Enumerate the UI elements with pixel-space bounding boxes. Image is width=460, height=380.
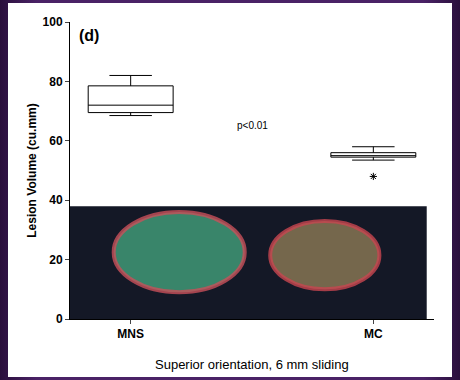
svg-text:p<0.01: p<0.01 xyxy=(237,120,268,131)
svg-text:(d): (d) xyxy=(79,27,99,44)
svg-text:Superior orientation, 6 mm sli: Superior orientation, 6 mm sliding xyxy=(155,357,349,372)
svg-text:40: 40 xyxy=(49,193,63,207)
svg-text:60: 60 xyxy=(49,134,63,148)
svg-text:MC: MC xyxy=(364,327,383,341)
svg-text:Lesion Volume (cu.mm): Lesion Volume (cu.mm) xyxy=(25,103,39,237)
svg-text:20: 20 xyxy=(49,253,63,267)
svg-text:100: 100 xyxy=(43,15,63,29)
svg-text:MNS: MNS xyxy=(117,327,144,341)
svg-text:80: 80 xyxy=(49,75,63,89)
svg-text:0: 0 xyxy=(56,312,63,326)
